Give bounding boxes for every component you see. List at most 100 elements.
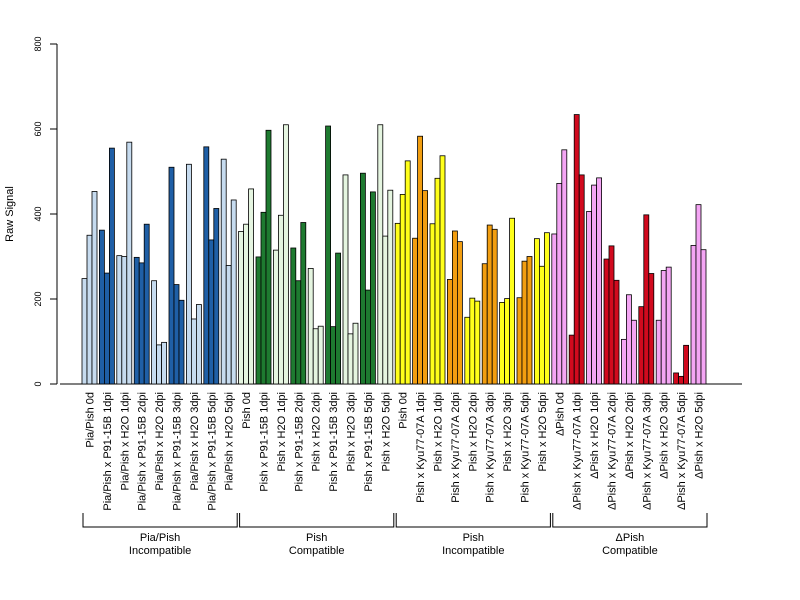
x-tick-label: Pia/Pish x P91-15B 1dpi <box>102 392 114 511</box>
bar <box>464 316 471 385</box>
bar <box>586 211 592 385</box>
bar <box>621 338 627 385</box>
y-tick-label: 600 <box>33 121 43 136</box>
bar <box>412 237 419 385</box>
bar <box>243 223 250 385</box>
bar <box>678 375 684 385</box>
bar <box>265 129 272 385</box>
bar <box>551 233 558 385</box>
x-tick-label: Pish x H2O 2dpi <box>311 392 323 471</box>
bar <box>578 174 585 385</box>
group-bracket <box>395 513 551 528</box>
bar <box>138 262 145 385</box>
x-tick-label: ΔPish x H2O 1dpi <box>589 392 601 479</box>
y-tick-label: 800 <box>33 36 43 51</box>
bar <box>185 163 192 385</box>
bar <box>225 265 232 385</box>
bar <box>486 224 493 385</box>
x-tick-label: Pia/Pish x P91-15B 3dpi <box>172 392 184 511</box>
bar <box>499 301 506 385</box>
bar <box>596 177 602 385</box>
bar <box>429 223 436 385</box>
bar <box>456 241 463 385</box>
bar <box>156 344 163 385</box>
bar <box>573 114 580 385</box>
bar <box>208 239 215 385</box>
bar <box>260 211 267 385</box>
x-tick-label: Pish 0d <box>398 392 410 429</box>
x-tick-label: Pia/Pish x P91-15B 2dpi <box>137 392 149 511</box>
x-tick-label: Pish x H2O 1dpi <box>276 392 288 471</box>
bar <box>673 372 679 385</box>
x-tick-label: ΔPish x Kyu77-07A 5dpi <box>676 392 688 510</box>
bar <box>446 279 453 385</box>
group-label-type: Compatible <box>289 545 345 557</box>
bar <box>364 289 371 385</box>
x-tick-label: Pia/Pish 0d <box>85 392 97 448</box>
x-tick-label: Pish 0d <box>241 392 253 429</box>
bar <box>121 256 128 385</box>
bar <box>81 278 88 385</box>
bar <box>516 297 523 385</box>
x-tick-label: ΔPish 0d <box>554 392 566 436</box>
bar <box>307 267 314 385</box>
x-tick-label: Pia/Pish x P91-15B 5dpi <box>206 392 218 511</box>
bars <box>81 114 707 385</box>
bar <box>439 155 446 385</box>
bar <box>481 263 488 385</box>
x-tick-label: Pish x Kyu77-07A 1dpi <box>415 392 427 503</box>
bar <box>161 341 168 385</box>
x-tick-label: Pia/Pish x H2O 5dpi <box>224 392 236 490</box>
bar <box>521 260 528 385</box>
bar <box>690 245 697 385</box>
bar <box>272 249 279 385</box>
bar <box>603 258 610 385</box>
x-tick-label: Pish x H2O 3dpi <box>346 392 358 471</box>
bar <box>509 217 516 385</box>
bar <box>394 222 401 385</box>
x-tick-label: Pish x H2O 3dpi <box>502 392 514 471</box>
bar <box>342 174 349 385</box>
bar <box>504 298 511 385</box>
y-axis: 0 200 400 600 800 <box>33 36 58 387</box>
bar <box>116 255 123 385</box>
bar <box>290 247 297 385</box>
bar <box>643 214 650 385</box>
x-tick-label: Pish x Kyu77-07A 3dpi <box>485 392 497 503</box>
x-tick-label: Pish x P91-15B 1dpi <box>259 392 271 492</box>
x-tick-label: Pish x H2O 2dpi <box>467 392 479 471</box>
bar <box>330 326 337 385</box>
bar <box>648 273 655 385</box>
bar <box>168 166 175 385</box>
bar <box>474 300 481 385</box>
bar <box>99 229 105 385</box>
bar <box>277 214 284 385</box>
x-tick-label: ΔPish x H2O 2dpi <box>624 392 636 479</box>
bar <box>178 299 185 385</box>
bar <box>491 228 498 385</box>
bar <box>126 141 133 385</box>
group-label-type: Incompatible <box>442 545 504 557</box>
bar <box>91 191 98 385</box>
bar <box>417 135 424 385</box>
y-tick-label: 400 <box>33 206 43 221</box>
bar <box>369 191 376 385</box>
group-bracket <box>239 513 395 528</box>
bar <box>151 280 158 385</box>
bar <box>203 146 210 385</box>
bar <box>556 182 563 385</box>
bar <box>683 344 689 385</box>
group-bracket <box>552 513 708 528</box>
bar <box>335 252 342 385</box>
bar <box>86 234 93 385</box>
bar <box>451 230 458 385</box>
group-bracket <box>82 513 238 528</box>
bar <box>173 284 180 385</box>
bar <box>312 328 319 385</box>
bar <box>534 238 540 385</box>
bar <box>539 265 545 385</box>
bar <box>700 249 707 385</box>
x-tick-label: Pish x P91-15B 5dpi <box>363 392 375 492</box>
x-tick-label: ΔPish x Kyu77-07A 2dpi <box>607 392 619 510</box>
